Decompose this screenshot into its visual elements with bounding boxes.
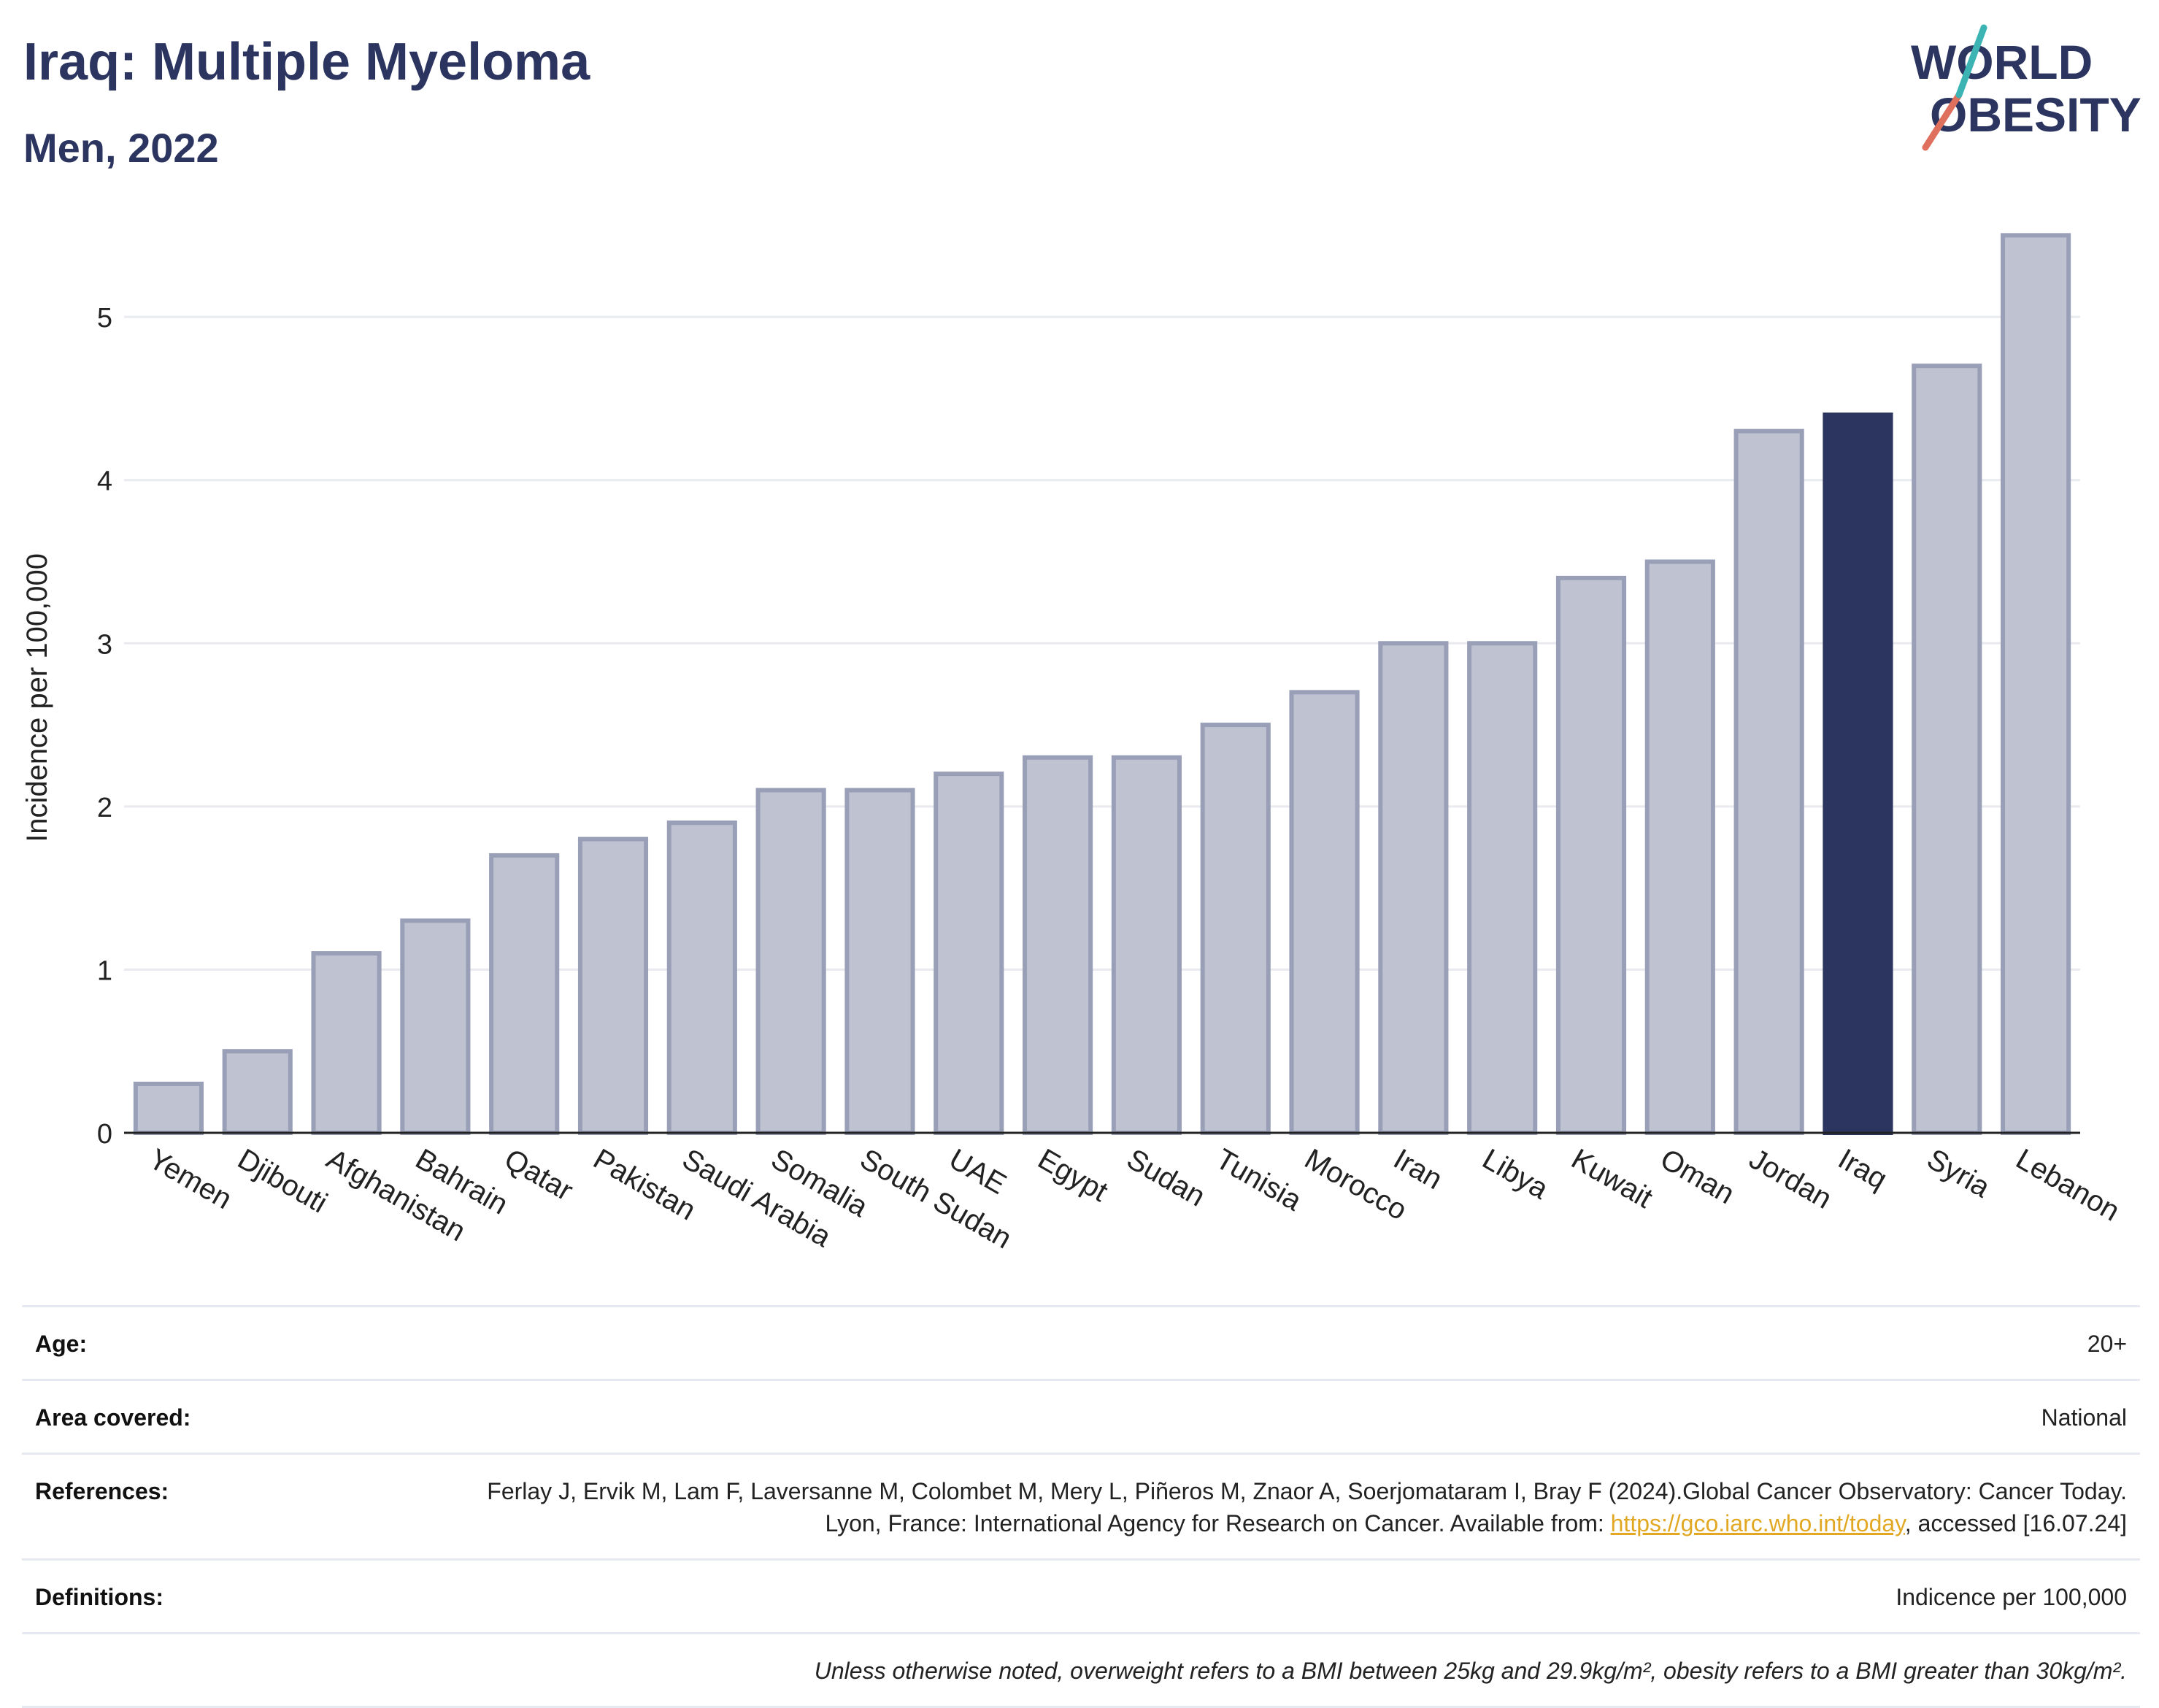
bar-iran [1378, 641, 1449, 1135]
bar-chart: 0 1 2 3 4 5 YemenDjiboutiAfghanistanBahrainQa… [21, 233, 2125, 1255]
bar-sudan [1111, 755, 1182, 1136]
bar-uae [934, 772, 1004, 1135]
x-tick-label: Yemen [143, 1143, 237, 1216]
bmi-note: Unless otherwise noted, overweight refer… [814, 1658, 2127, 1684]
bar-libya [1467, 641, 1538, 1135]
info-row-definitions: Definitions: Indicence per 100,000 [22, 1558, 2140, 1632]
bar-oman [1644, 559, 1715, 1135]
x-tick-label: Iran [1388, 1143, 1448, 1196]
x-tick-label: Jordan [1744, 1143, 1837, 1215]
bar-somalia [755, 788, 826, 1135]
x-tick-label: Djibouti [232, 1143, 333, 1220]
bar-lebanon [2001, 233, 2071, 1135]
page-title: Iraq: Multiple Myeloma [23, 33, 590, 91]
x-tick-label: Oman [1655, 1143, 1739, 1211]
y-tick-labels: 0 1 2 3 4 5 [97, 303, 112, 1150]
bar-yemen [133, 1081, 204, 1136]
bar-tunisia [1200, 723, 1271, 1135]
logo-slash-teal [1955, 24, 1987, 99]
references-accessed: , accessed [16.07.24] [1904, 1510, 2127, 1536]
y-axis-label: Incidence per 100,000 [21, 553, 53, 842]
x-tick-label: South Sudan [855, 1143, 1017, 1255]
y-tick-label: 5 [97, 303, 112, 334]
info-row-area: Area covered: National [22, 1379, 2140, 1453]
references-label: References: [35, 1478, 169, 1504]
bar-kuwait [1555, 575, 1627, 1135]
bar-syria [1912, 363, 1982, 1136]
info-row-references: References: Ferlay J, Ervik M, Lam F, La… [22, 1453, 2140, 1558]
x-tick-label: Libya [1477, 1143, 1554, 1206]
bar-jordan [1733, 428, 1804, 1135]
y-tick-label: 1 [97, 955, 112, 986]
bar-afghanistan [311, 951, 382, 1135]
world-obesity-logo: WORLD OBESITY [1911, 24, 2141, 151]
bar-djibouti [222, 1049, 293, 1135]
logo-slash-red [1922, 91, 1963, 151]
definitions-value: Indicence per 100,000 [1896, 1584, 2127, 1610]
y-tick-label: 3 [97, 629, 112, 660]
x-tick-label: Tunisia [1210, 1143, 1307, 1217]
page-subtitle: Men, 2022 [23, 125, 219, 171]
info-table: Age: 20+ Area covered: National Referenc… [22, 1305, 2140, 1708]
definitions-label: Definitions: [35, 1584, 163, 1610]
bar-egypt [1023, 755, 1093, 1136]
info-row-note: Unless otherwise noted, overweight refer… [22, 1632, 2140, 1708]
x-tick-label: Qatar [499, 1143, 579, 1207]
bar-south-sudan [844, 788, 915, 1135]
x-tick-label: Egypt [1033, 1143, 1114, 1208]
bar-bahrain [400, 918, 471, 1136]
bar-saudi-arabia [666, 820, 737, 1135]
x-tick-label: Iraq [1833, 1143, 1893, 1196]
x-tick-label: Lebanon [2011, 1143, 2125, 1228]
chart-bars [133, 233, 2071, 1136]
bar-qatar [489, 853, 560, 1136]
logo-line-2: OBESITY [1930, 88, 2141, 142]
x-tick-label: Sudan [1121, 1143, 1210, 1213]
x-tick-label: Pakistan [588, 1143, 701, 1227]
info-row-age: Age: 20+ [22, 1305, 2140, 1379]
x-tick-label: Morocco [1299, 1143, 1412, 1227]
references-text: Ferlay J, Ervik M, Lam F, Laversanne M, … [487, 1478, 2127, 1536]
area-value: National [2041, 1404, 2127, 1431]
bar-pakistan [577, 836, 649, 1135]
logo-line-1: WORLD [1911, 35, 2093, 89]
x-tick-label: Kuwait [1566, 1143, 1658, 1215]
y-tick-label: 2 [97, 793, 112, 823]
age-label: Age: [35, 1331, 88, 1357]
bar-morocco [1289, 690, 1360, 1135]
y-tick-label: 0 [97, 1119, 112, 1150]
y-tick-label: 4 [97, 466, 112, 497]
area-label: Area covered: [35, 1404, 191, 1431]
x-tick-label: Syria [1922, 1143, 1996, 1204]
bar-iraq [1823, 412, 1893, 1135]
references-link[interactable]: https://gco.iarc.who.int/today [1610, 1510, 1905, 1536]
age-value: 20+ [2087, 1331, 2127, 1357]
references-value: Ferlay J, Ervik M, Lam F, Laversanne M, … [477, 1475, 2127, 1539]
